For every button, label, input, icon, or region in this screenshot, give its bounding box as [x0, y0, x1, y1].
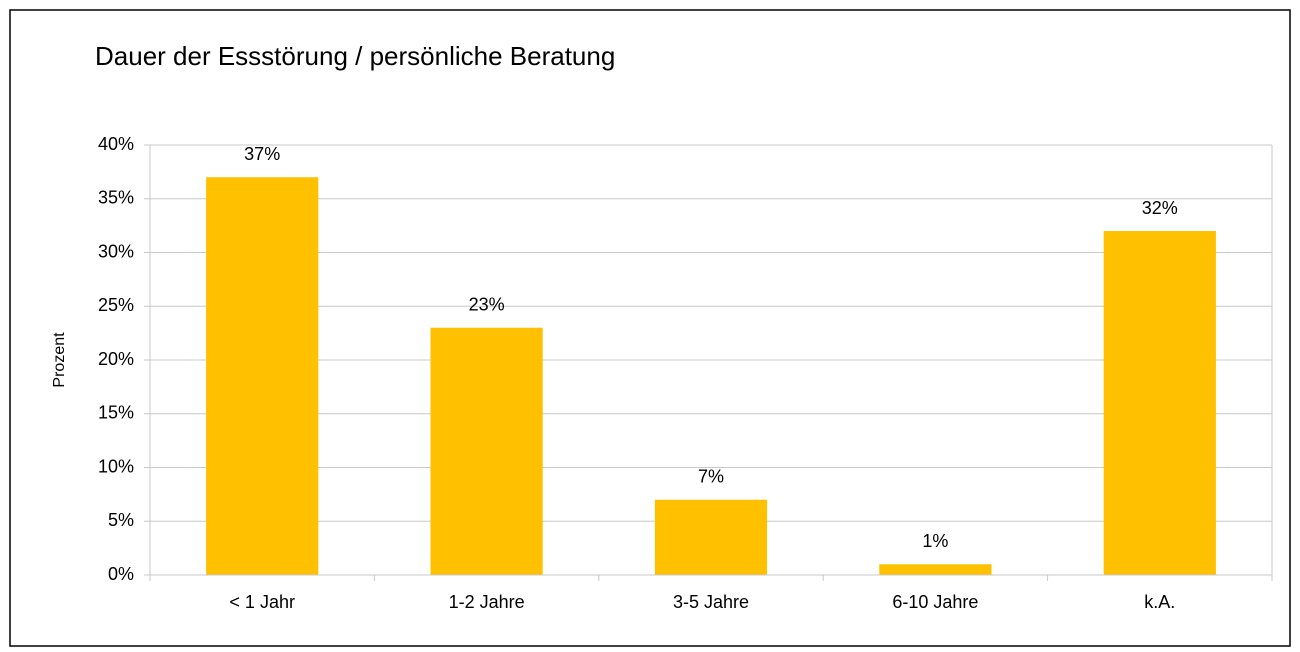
x-tick-label: 6-10 Jahre	[892, 592, 978, 612]
x-tick-label: k.A.	[1144, 592, 1175, 612]
bar	[1103, 231, 1216, 575]
y-tick-label: 25%	[98, 295, 134, 315]
bar	[879, 564, 992, 575]
data-label: 1%	[922, 531, 948, 551]
y-tick-label: 35%	[98, 188, 134, 208]
x-tick-label: < 1 Jahr	[229, 592, 295, 612]
y-tick-label: 0%	[108, 564, 134, 584]
data-label: 7%	[698, 467, 724, 487]
data-label: 32%	[1142, 198, 1178, 218]
y-tick-label: 40%	[98, 134, 134, 154]
bar	[206, 177, 319, 575]
data-label: 37%	[244, 144, 280, 164]
x-tick-label: 3-5 Jahre	[673, 592, 749, 612]
x-tick-label: 1-2 Jahre	[449, 592, 525, 612]
y-tick-label: 5%	[108, 510, 134, 530]
y-tick-label: 15%	[98, 403, 134, 423]
y-tick-label: 30%	[98, 241, 134, 261]
bar	[430, 327, 543, 575]
chart-frame	[9, 9, 1291, 647]
y-axis-label: Prozent	[51, 332, 68, 388]
data-label: 23%	[469, 295, 505, 315]
y-tick-label: 20%	[98, 349, 134, 369]
bar	[654, 499, 768, 575]
y-tick-label: 10%	[98, 456, 134, 476]
chart-title: Dauer der Essstörung / persönliche Berat…	[95, 41, 615, 71]
